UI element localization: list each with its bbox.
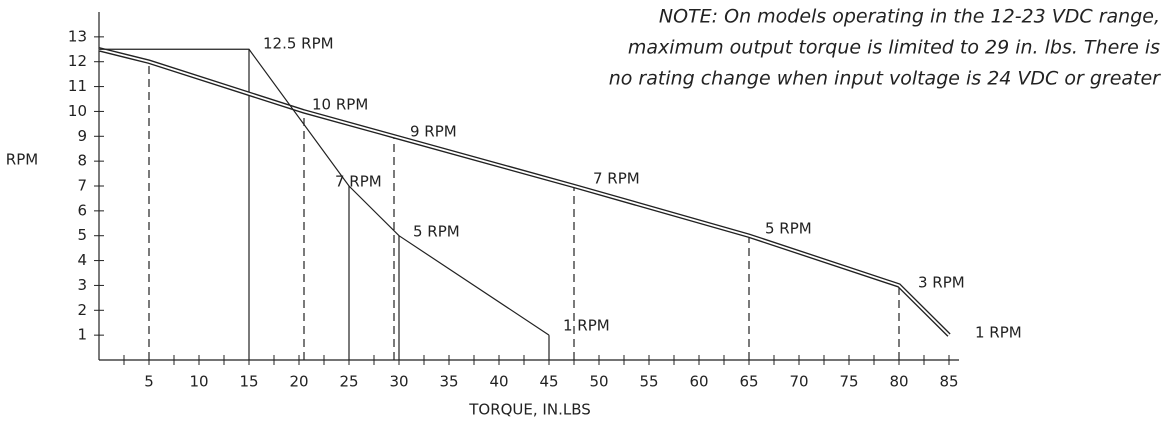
line-outer: [98, 47, 951, 337]
x-tick-label: 70: [789, 373, 808, 391]
annotation: 7 RPM: [593, 170, 640, 188]
annotation: 7 RPM: [335, 173, 382, 191]
x-tick-label: 75: [839, 373, 858, 391]
x-tick-label: 65: [739, 373, 758, 391]
x-tick-label: 20: [289, 373, 308, 391]
y-axis-label: RPM: [6, 151, 38, 169]
annotation: 5 RPM: [413, 223, 460, 241]
y-tick-label: 8: [77, 152, 87, 170]
note-line: NOTE: On models operating in the 12-23 V…: [659, 6, 1160, 28]
annotation: 1 RPM: [563, 317, 610, 335]
y-tick-label: 12: [68, 52, 87, 70]
x-tick-label: 85: [939, 373, 958, 391]
x-tick-label: 15: [239, 373, 258, 391]
x-tick-label: 55: [639, 373, 658, 391]
y-tick-label: 10: [68, 102, 87, 120]
annotation: 12.5 RPM: [263, 35, 334, 53]
y-tick-label: 7: [77, 177, 87, 195]
x-tick-label: 45: [539, 373, 558, 391]
annotation: 10 RPM: [312, 96, 368, 114]
note-line: no rating change when input voltage is 2…: [609, 68, 1161, 90]
annotation: 1 RPM: [975, 324, 1022, 342]
x-axis-label: TORQUE, IN.LBS: [468, 401, 591, 419]
line: [99, 48, 550, 336]
annotation: 5 RPM: [765, 220, 812, 238]
y-tick-label: 3: [77, 276, 87, 294]
x-tick-label: 5: [144, 373, 154, 391]
y-tick-label: 11: [68, 77, 87, 95]
y-tick-label: 4: [77, 251, 87, 269]
y-tick-label: 9: [77, 127, 87, 145]
annotation: 3 RPM: [918, 274, 965, 292]
x-tick-label: 50: [589, 373, 608, 391]
annotation: 9 RPM: [410, 123, 457, 141]
x-tick-label: 25: [339, 373, 358, 391]
x-tick-label: 60: [689, 373, 708, 391]
y-tick-label: 13: [68, 27, 87, 45]
x-tick-label: 35: [439, 373, 458, 391]
line-inner: [98, 48, 950, 336]
x-tick-label: 40: [489, 373, 508, 391]
x-tick-label: 30: [389, 373, 408, 391]
y-tick-label: 5: [77, 226, 87, 244]
y-tick-label: 1: [77, 326, 87, 344]
y-tick-label: 6: [77, 201, 87, 219]
x-tick-label: 10: [189, 373, 208, 391]
y-tick-label: 2: [77, 301, 87, 319]
note-line: maximum output torque is limited to 29 i…: [628, 37, 1160, 59]
x-tick-label: 80: [889, 373, 908, 391]
